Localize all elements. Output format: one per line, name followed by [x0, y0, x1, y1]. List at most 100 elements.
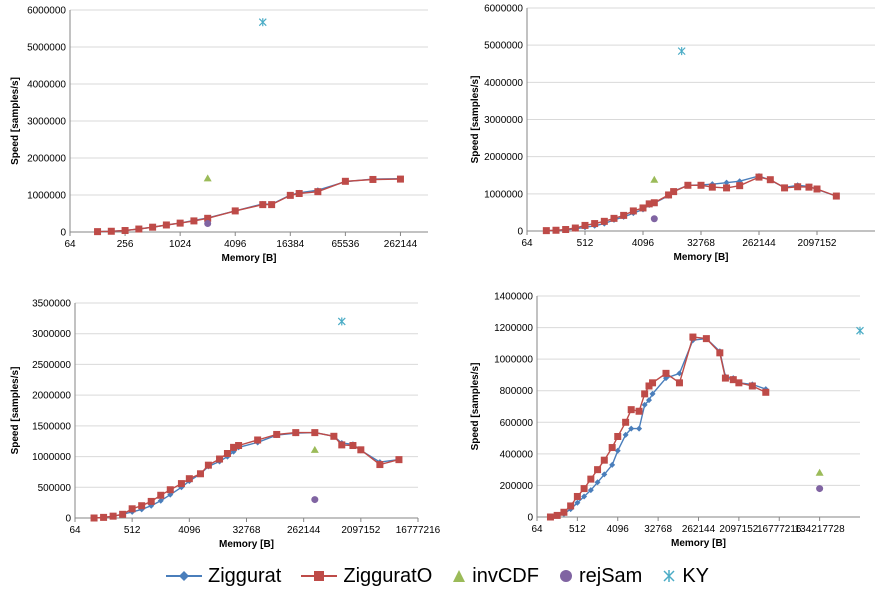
legend-item-rejsam: rejSam [559, 565, 642, 588]
data-point-ziggurato [216, 455, 224, 463]
data-point-ziggurato [273, 430, 281, 438]
legend-label-zigguratO: ZigguratO [343, 564, 433, 587]
x-tick-label: 256 [117, 239, 134, 250]
legend-marker-ziggurat-icon [165, 571, 202, 581]
y-tick-label: 6000000 [484, 4, 523, 15]
data-point-ziggurato [794, 183, 802, 191]
y-tick-label: 4000000 [484, 78, 523, 89]
data-point-ziggurato [622, 418, 630, 426]
data-point-ziggurato [594, 466, 602, 474]
data-point-ziggurat [622, 431, 629, 438]
data-point-ziggurato [94, 228, 102, 236]
chart-panel-1: 0 1000000 2000000 3000000 4000000 5000000 6000… [10, 6, 428, 264]
y-tick-label: 0 [527, 513, 533, 524]
data-point-ziggurato [185, 475, 193, 483]
data-point-rejsam [816, 485, 824, 493]
y-axis-label: Speed [samples/s] [10, 367, 21, 455]
y-tick-label: 1000000 [27, 191, 66, 202]
data-point-ziggurato [614, 432, 622, 440]
data-point-ziggurato [286, 191, 294, 199]
legend-marker-zigguratO-icon [301, 571, 338, 581]
data-point-ziggurato [292, 429, 300, 437]
data-point-ziggurat [581, 493, 588, 500]
data-point-ziggurato [587, 475, 595, 483]
x-tick-label: 65536 [331, 239, 359, 250]
data-point-ziggurato [645, 382, 653, 390]
legend-marker-invcdf-icon [453, 570, 466, 582]
data-point-ziggurat [609, 461, 616, 468]
y-tick-label: 2000000 [27, 154, 66, 165]
data-point-ziggurato [736, 182, 744, 190]
data-point-ziggurat [574, 499, 581, 506]
data-point-ky [856, 326, 864, 335]
y-tick-label: 3500000 [32, 299, 71, 310]
data-point-ziggurato [670, 188, 678, 196]
y-tick-label: 600000 [500, 418, 534, 429]
y-tick-label: 5000000 [484, 41, 523, 52]
data-point-ziggurato [119, 510, 127, 518]
x-tick-label: 4096 [632, 238, 655, 249]
data-point-ziggurato [649, 379, 657, 387]
data-point-ziggurato [766, 176, 774, 184]
x-tick-label: 4096 [607, 524, 630, 535]
legend-item-zigguratO: ZigguratO [301, 565, 432, 588]
y-axis-label: Speed [samples/s] [10, 77, 21, 165]
x-tick-label: 64 [69, 525, 81, 536]
x-tick-label: 16777216 [757, 524, 802, 535]
data-point-ziggurato [149, 223, 157, 231]
data-point-ziggurato [231, 207, 239, 215]
data-point-ziggurato [259, 201, 267, 209]
data-point-ziggurato [109, 512, 117, 520]
data-point-ziggurato [314, 188, 322, 196]
legend-marker-rejsam-icon [559, 570, 572, 582]
data-point-ziggurato [813, 185, 821, 193]
data-point-ziggurato [542, 227, 550, 235]
data-point-ziggurato [90, 514, 98, 522]
data-point-ziggurato [166, 486, 174, 494]
data-point-ziggurat [587, 487, 594, 494]
data-point-ziggurat [601, 471, 608, 478]
x-tick-label: 32768 [687, 238, 715, 249]
data-point-ziggurato [311, 429, 319, 437]
data-point-ziggurato [562, 226, 570, 234]
data-point-ziggurato [635, 407, 643, 415]
data-point-ziggurato [627, 406, 635, 414]
data-point-ziggurat [676, 370, 683, 377]
series-line-ziggurat [97, 178, 401, 233]
data-point-ziggurat [594, 479, 601, 486]
data-point-ziggurato [395, 456, 403, 464]
x-tick-label: 16384 [276, 239, 304, 250]
data-point-ziggurato [702, 335, 710, 343]
data-point-ziggurato [268, 201, 276, 209]
data-point-ziggurato [716, 349, 724, 357]
y-tick-label: 1000000 [494, 355, 533, 366]
x-axis-label: Memory [B] [219, 539, 274, 550]
x-axis-label: Memory [B] [671, 538, 726, 549]
data-point-ziggurato [581, 221, 589, 229]
y-tick-label: 2000000 [32, 391, 71, 402]
data-point-ziggurato [689, 333, 697, 341]
x-tick-label: 262144 [742, 238, 776, 249]
data-point-ziggurato [600, 456, 608, 464]
data-point-ziggurato [639, 204, 647, 212]
x-tick-label: 1024 [169, 239, 192, 250]
data-point-ziggurato [567, 502, 575, 510]
legend-item-ziggurat: Ziggurat [165, 565, 281, 588]
data-point-ziggurato [620, 211, 628, 219]
y-tick-label: 6000000 [27, 6, 66, 17]
data-point-ziggurato [204, 214, 212, 222]
x-tick-label: 262144 [384, 239, 418, 250]
x-tick-label: 32768 [233, 525, 261, 536]
x-tick-label: 2097152 [798, 238, 837, 249]
data-point-ziggurato [762, 388, 770, 396]
data-point-invcdf [203, 174, 212, 182]
data-point-ziggurat [645, 397, 652, 404]
data-point-ky [677, 47, 686, 56]
x-tick-label: 4096 [178, 525, 201, 536]
y-tick-label: 4000000 [27, 80, 66, 91]
y-tick-label: 3000000 [27, 117, 66, 128]
series-line-ziggurato [97, 178, 401, 233]
x-tick-label: 262144 [682, 524, 716, 535]
data-point-ziggurato [697, 181, 705, 189]
